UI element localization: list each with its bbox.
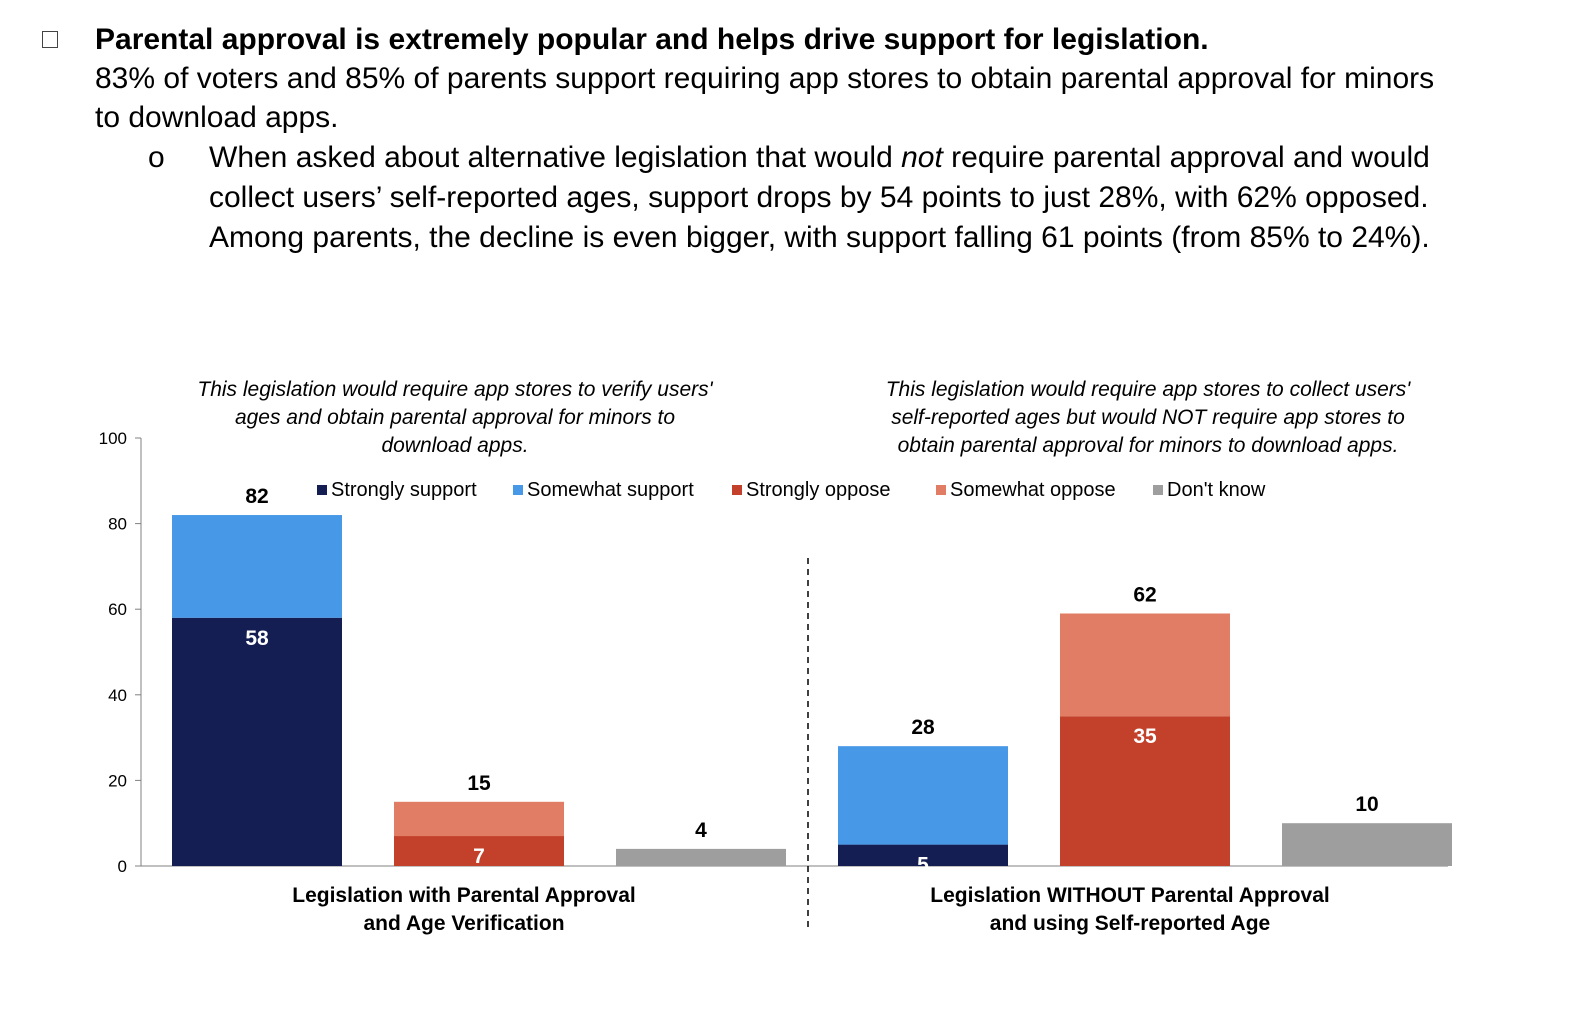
segment-data-label: 58 — [245, 627, 269, 650]
bar-segment — [616, 848, 786, 866]
bar-total-label: 62 — [1133, 583, 1156, 606]
sub-bullet-text: When asked about alternative legislation… — [209, 138, 1479, 258]
bar-segment — [1060, 613, 1230, 717]
sub-text-after: require parental approval and would coll… — [209, 141, 1430, 254]
legend-swatch — [732, 485, 742, 495]
legend-label: Somewhat support — [527, 479, 694, 501]
segment-data-label: 35 — [1133, 725, 1157, 748]
segment-data-label: 5 — [917, 854, 929, 877]
legend-swatch — [513, 485, 523, 495]
panel-xlabel-line: and using Self-reported Age — [990, 912, 1270, 935]
bullet-checkbox-icon — [42, 31, 58, 48]
y-tick-label: 20 — [108, 771, 127, 790]
sub-text-before: When asked about alternative legislation… — [209, 141, 902, 174]
bar-segment — [1282, 823, 1452, 866]
bar-segment — [1060, 716, 1230, 866]
segment-data-label: 7 — [473, 845, 485, 868]
legend-swatch — [1153, 485, 1163, 495]
legend-label: Strongly support — [331, 479, 477, 501]
sub-bullet-marker: o — [148, 141, 165, 174]
y-tick-label: 80 — [108, 515, 127, 534]
y-tick-label: 40 — [108, 686, 127, 705]
legend-swatch — [936, 485, 946, 495]
bar-segment — [394, 836, 564, 866]
y-tick-label: 100 — [99, 429, 127, 448]
panel-xlabel-line: Legislation with Parental Approval — [292, 884, 635, 907]
bar-total-label: 82 — [245, 485, 268, 508]
panel-xlabel-line: Legislation WITHOUT Parental Approval — [930, 884, 1329, 907]
panel-description-line: This legislation would require app store… — [197, 378, 713, 401]
panel-description-line: download apps. — [381, 434, 528, 457]
chart-area: 0 20 40 60 80 100 58 82 7 15 4 This legislation wou… — [0, 360, 1596, 960]
bullet-main: Parental approval is extremely popular a… — [95, 20, 1455, 137]
sub-text-italic: not — [901, 141, 943, 174]
legend-swatch — [317, 485, 327, 495]
panel-description-line: ages and obtain parental approval for mi… — [235, 406, 675, 429]
panel-description-line: obtain parental approval for minors to d… — [898, 434, 1399, 457]
bar-total-label: 4 — [695, 819, 707, 842]
panel-xlabel-line: and Age Verification — [363, 912, 564, 935]
bar-segment — [394, 801, 564, 837]
panel-description-line: self-reported ages but would NOT require… — [891, 406, 1405, 429]
bar-total-label: 28 — [911, 716, 935, 739]
bar-segment — [838, 844, 1008, 866]
legend-label: Strongly oppose — [746, 479, 891, 501]
stacked-bar-chart: 0 20 40 60 80 100 58 82 7 15 4 This legislation wou… — [99, 378, 1452, 935]
bar-segment — [172, 617, 342, 866]
body-text: 83% of voters and 85% of parents support… — [95, 62, 1435, 134]
bar-segment — [172, 515, 342, 618]
bar-total-label: 15 — [467, 772, 491, 795]
legend-label: Don't know — [1167, 479, 1266, 501]
panel-description-line: This legislation would require app store… — [886, 378, 1412, 401]
y-tick-label: 60 — [108, 600, 127, 619]
headline: Parental approval is extremely popular a… — [95, 23, 1209, 56]
legend-label: Somewhat oppose — [950, 479, 1116, 501]
bar-segment — [838, 746, 1008, 845]
y-tick-label: 0 — [118, 857, 127, 876]
bar-total-label: 10 — [1355, 793, 1378, 816]
